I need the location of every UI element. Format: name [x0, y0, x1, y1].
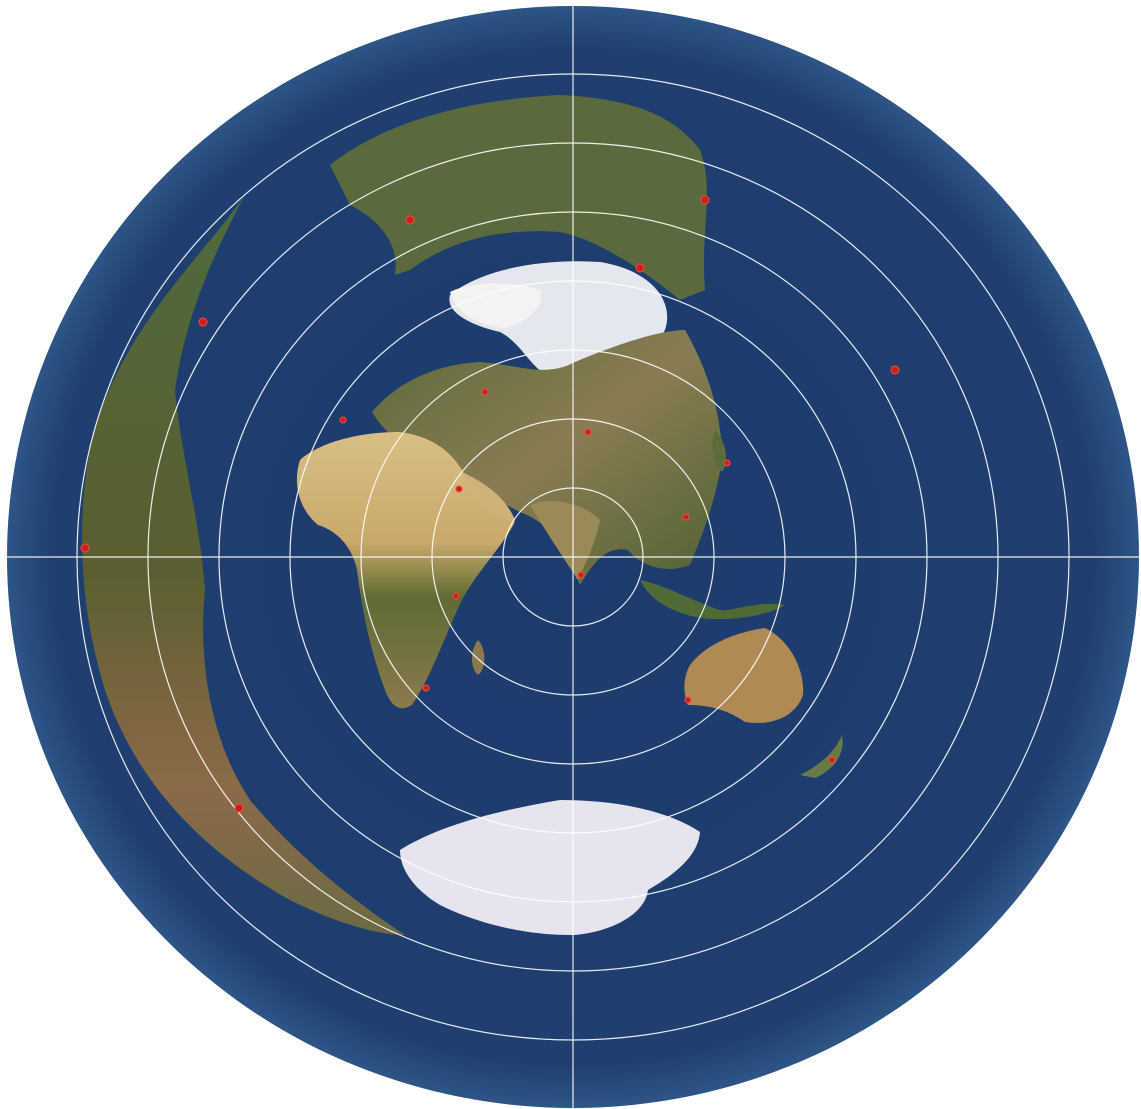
marker — [635, 263, 645, 273]
marker — [682, 513, 690, 521]
marker — [234, 803, 244, 813]
marker — [452, 592, 460, 600]
graticule — [6, 6, 1139, 1108]
marker — [584, 428, 592, 436]
australia — [684, 628, 804, 723]
marker — [80, 543, 90, 553]
marker — [890, 365, 900, 375]
antarctica — [400, 800, 700, 936]
indonesia — [640, 580, 785, 620]
marker — [577, 571, 585, 579]
africa — [296, 432, 515, 709]
greenland — [450, 283, 541, 328]
marker — [339, 416, 347, 424]
marker — [700, 195, 710, 205]
japan — [712, 430, 726, 472]
land — [82, 95, 843, 936]
marker — [422, 684, 430, 692]
eurasia — [372, 330, 722, 585]
marker — [828, 756, 836, 764]
madagascar — [472, 640, 485, 675]
new-zealand — [800, 735, 843, 778]
south-america — [82, 195, 405, 935]
marker — [455, 485, 463, 493]
marker — [405, 215, 415, 225]
marker — [481, 388, 489, 396]
north-america — [330, 95, 707, 300]
marker — [198, 317, 208, 327]
marker — [684, 696, 692, 704]
marker — [723, 459, 731, 467]
india — [530, 500, 600, 580]
markers — [80, 195, 900, 813]
